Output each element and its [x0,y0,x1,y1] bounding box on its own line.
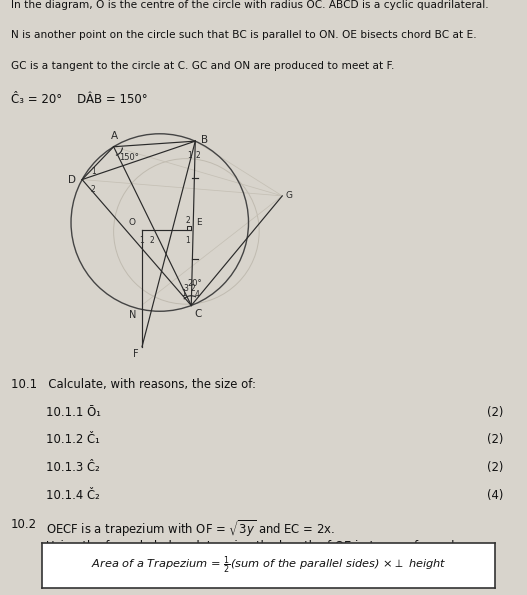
Text: 10.2: 10.2 [11,518,36,531]
Text: 10.1.1 Ō₁: 10.1.1 Ō₁ [46,406,101,419]
Text: Area of a Trapezium = $\frac{1}{2}$(sum of the parallel sides) $\times\perp$ hei: Area of a Trapezium = $\frac{1}{2}$(sum … [91,555,447,577]
Text: 10.1.4 Č₂: 10.1.4 Č₂ [46,488,100,502]
Text: F: F [133,349,139,359]
Text: 2: 2 [149,236,154,245]
Text: E: E [196,218,201,227]
Text: 1: 1 [139,236,144,245]
Text: 4: 4 [194,290,199,299]
Text: In the diagram, O is the centre of the circle with radius OC. ABCD is a cyclic q: In the diagram, O is the centre of the c… [11,0,488,10]
Text: 10.1.2 Č₁: 10.1.2 Č₁ [46,433,100,446]
Text: Using the formula below determine the length of OE in terms of x and y: Using the formula below determine the le… [46,540,465,553]
Text: N: N [129,311,136,320]
Text: 1: 1 [181,289,186,299]
Text: 1: 1 [186,236,190,245]
Text: 150°: 150° [119,153,139,162]
Text: 10.1   Calculate, with reasons, the size of:: 10.1 Calculate, with reasons, the size o… [11,378,256,392]
Text: (2): (2) [487,461,504,474]
Text: (4): (4) [487,488,504,502]
Text: 2: 2 [186,216,190,225]
Text: 2: 2 [191,284,196,293]
Text: 2: 2 [196,151,200,160]
Text: C: C [195,309,202,320]
Text: 20°: 20° [188,278,202,288]
Text: 10.1.3 Ĉ₂: 10.1.3 Ĉ₂ [46,461,100,474]
Text: O: O [129,218,136,227]
Text: B: B [201,135,209,145]
Text: 1: 1 [91,167,96,176]
Text: N is another point on the circle such that BC is parallel to ON. OE bisects chor: N is another point on the circle such th… [11,30,476,40]
Text: Ĉ₃ = 20°    DÂB = 150°: Ĉ₃ = 20° DÂB = 150° [11,93,147,107]
Text: if the area of OECF = $\frac{3}{4}$y² − x²: if the area of OECF = $\frac{3}{4}$y² − … [46,559,221,581]
Text: 3: 3 [183,284,188,293]
Text: GC is a tangent to the circle at C. GC and ON are produced to meet at F.: GC is a tangent to the circle at C. GC a… [11,61,394,71]
Text: (2): (2) [487,433,504,446]
Text: 2: 2 [91,185,96,194]
Text: OECF is a trapezium with OF = $\sqrt{3y}$ and EC = 2x.: OECF is a trapezium with OF = $\sqrt{3y}… [46,518,335,538]
Text: D: D [68,174,76,184]
Text: A: A [111,130,118,140]
Text: (2): (2) [487,406,504,419]
Text: G: G [286,192,293,201]
Text: 1: 1 [188,151,192,160]
